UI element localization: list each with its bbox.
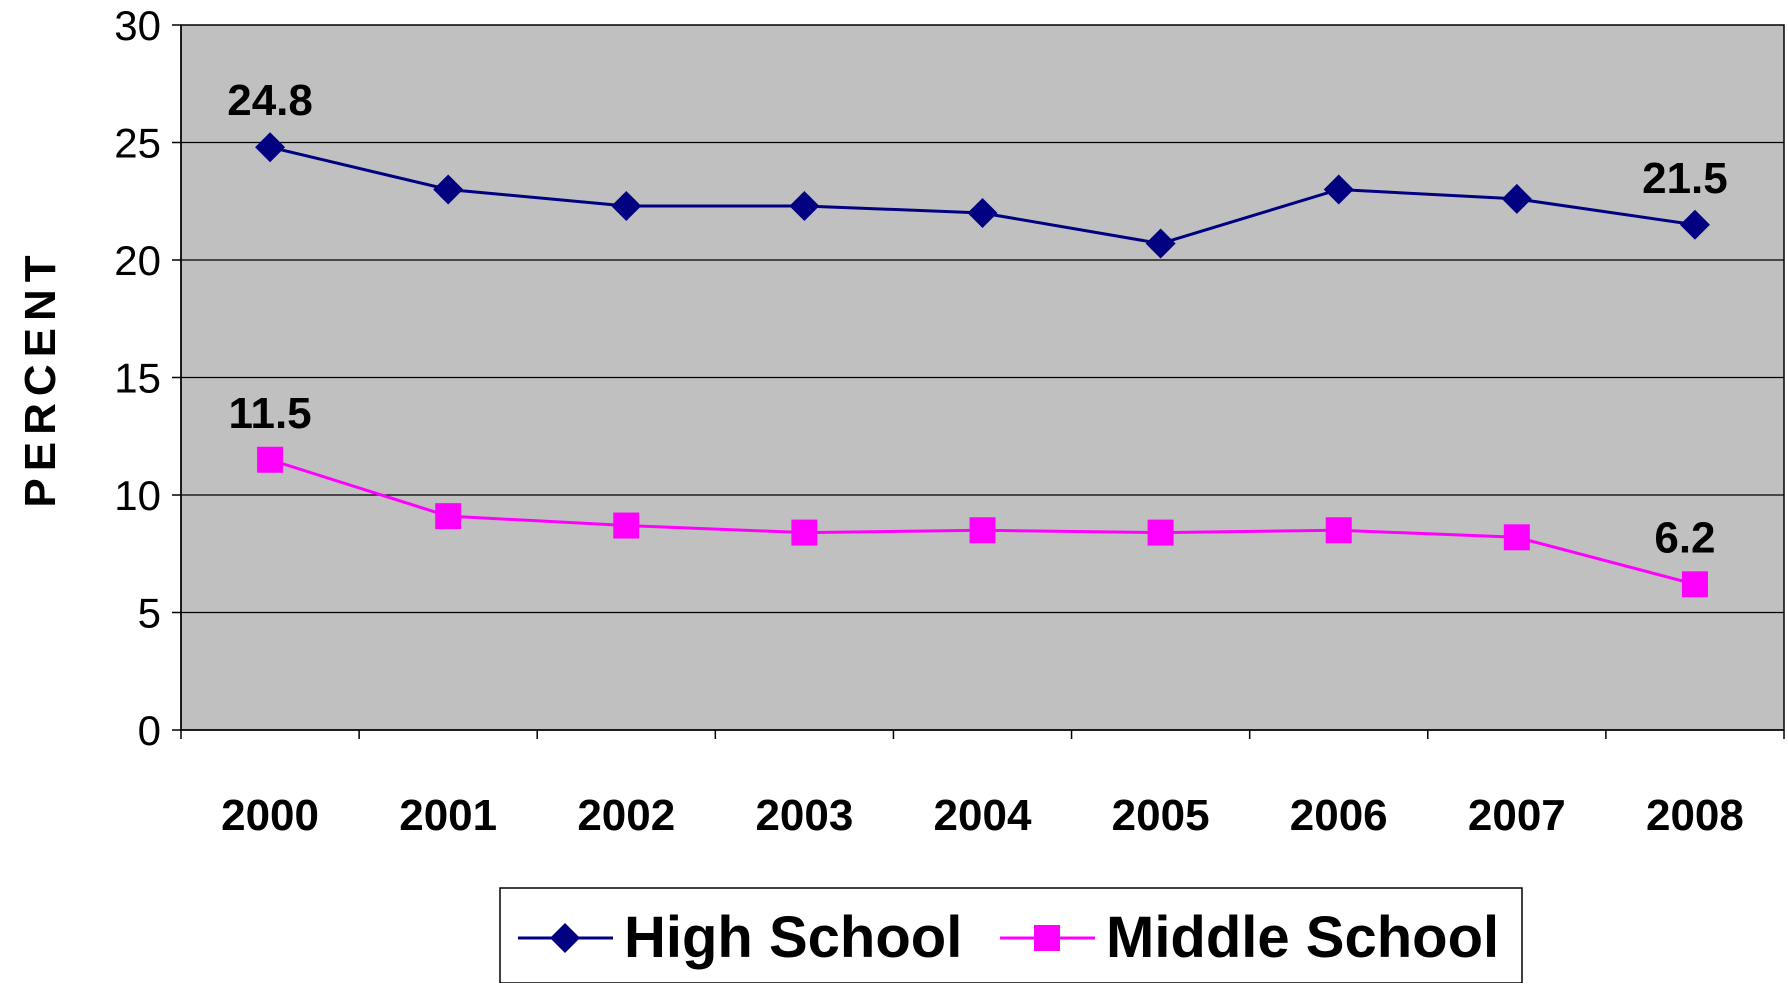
data-point-diamond [255, 132, 286, 163]
y-tick-label: 0 [138, 707, 161, 754]
x-tick-label: 2004 [934, 791, 1032, 840]
data-point-square [1325, 517, 1352, 544]
x-tick-label: 2002 [577, 791, 675, 840]
x-tick-label: 2003 [755, 791, 853, 840]
y-tick-label: 10 [114, 472, 161, 519]
data-point-square [613, 512, 640, 539]
data-point-square [1681, 571, 1708, 598]
data-point-diamond [611, 190, 642, 221]
legend-box [499, 887, 1523, 984]
legend: High School Middle School [499, 887, 1523, 984]
x-axis-ticks: 2000 2001 2002 2003 2004 2005 2006 2007 2008 [180, 730, 1785, 840]
x-tick-label: 2001 [399, 791, 497, 840]
gridlines [181, 141, 1784, 614]
data-point-diamond [1501, 183, 1532, 214]
legend-label: High School [624, 905, 962, 970]
y-axis-ticks: 0 5 10 15 20 25 30 [114, 2, 181, 754]
data-point-square [1147, 519, 1174, 546]
legend-label: Middle School [1106, 905, 1499, 970]
y-tick-label: 20 [114, 237, 161, 284]
series-high-school: 24.8 21.5 [227, 76, 1728, 259]
data-label: 21.5 [1642, 154, 1728, 203]
y-tick-label: 5 [138, 590, 161, 637]
data-label: 11.5 [228, 389, 311, 438]
data-label: 6.2 [1654, 513, 1715, 562]
data-point-square [257, 446, 284, 473]
data-point-diamond [433, 174, 464, 205]
data-point-square [969, 517, 996, 544]
series-layer: 24.8 21.5 11.5 6.2 [227, 76, 1728, 598]
data-point-diamond-legend [550, 923, 580, 953]
data-point-diamond [1145, 228, 1176, 259]
y-tick-label: 25 [114, 120, 161, 167]
data-point-diamond [1679, 209, 1710, 240]
data-point-square-legend [1034, 925, 1060, 951]
x-tick-label: 2006 [1290, 791, 1388, 840]
x-tick-label: 2007 [1468, 791, 1566, 840]
data-point-diamond [789, 190, 820, 221]
y-tick-label: 30 [114, 2, 161, 49]
data-point-square [1503, 524, 1530, 551]
x-tick-label: 2000 [221, 791, 319, 840]
x-tick-label: 2005 [1112, 791, 1210, 840]
x-tick-label: 2008 [1646, 791, 1744, 840]
data-point-diamond [967, 198, 998, 228]
data-point-square [435, 503, 462, 530]
y-axis-title: PERCENT [16, 248, 65, 507]
y-tick-label: 15 [114, 355, 161, 402]
data-point-square [791, 519, 818, 546]
series-middle-school: 11.5 6.2 [228, 389, 1716, 598]
data-point-diamond [1323, 174, 1354, 205]
data-label: 24.8 [227, 76, 313, 125]
